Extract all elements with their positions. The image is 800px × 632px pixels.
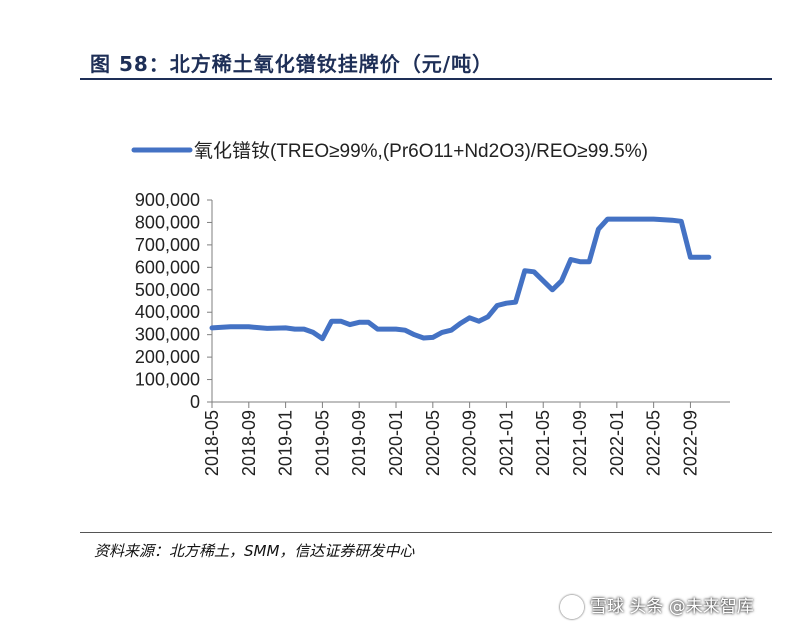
x-tick-label: 2018-09	[239, 410, 259, 476]
watermark: 雪球 头条 @未来智库	[560, 592, 754, 619]
x-tick-label: 2020-05	[423, 410, 443, 476]
legend-label: 氧化镨钕(TREO≥99%,(Pr6O11+Nd2O3)/REO≥99.5%)	[194, 140, 648, 162]
legend: 氧化镨钕(TREO≥99%,(Pr6O11+Nd2O3)/REO≥99.5%)	[131, 140, 648, 162]
watermark-text: 雪球 头条 @未来智库	[590, 597, 754, 617]
x-tick-label: 2019-01	[276, 410, 296, 476]
x-axis: 2018-05 2018-09 2019-01 2019-05 2019-09 2020-…	[202, 401, 730, 476]
y-tick-label: 300,000	[135, 325, 200, 345]
x-tick-label: 2020-09	[460, 410, 480, 476]
y-tick-label: 0	[190, 392, 200, 412]
x-tick-label: 2022-01	[607, 410, 627, 476]
y-tick-label: 900,000	[135, 190, 200, 210]
y-tick-label: 400,000	[135, 302, 200, 322]
x-tick-label: 2019-05	[312, 410, 332, 476]
y-tick-label: 200,000	[135, 347, 200, 367]
y-tick-label: 800,000	[135, 212, 200, 232]
title-bar: 图 58：北方稀土氧化镨钕挂牌价（元/吨）	[80, 44, 772, 80]
x-tick-label: 2021-09	[570, 410, 590, 476]
y-tick-label: 700,000	[135, 235, 200, 255]
x-tick-label: 2018-05	[202, 410, 222, 476]
series-line	[209, 216, 712, 342]
y-tick-label: 100,000	[135, 370, 200, 390]
x-tick-label: 2022-09	[680, 410, 700, 476]
bottom-rule	[80, 532, 772, 533]
x-tick-label: 2020-01	[386, 410, 406, 476]
x-tick-label: 2019-09	[349, 410, 369, 476]
plot-area	[209, 216, 712, 342]
snowball-logo-icon	[560, 595, 584, 619]
x-tick-label: 2021-01	[496, 410, 516, 476]
y-tick-label: 500,000	[135, 280, 200, 300]
y-tick-label: 600,000	[135, 257, 200, 277]
figure-title: 图 58：北方稀土氧化镨钕挂牌价（元/吨）	[90, 52, 494, 76]
x-tick-label: 2022-05	[644, 410, 664, 476]
source-note: 资料来源：北方稀土，SMM，信达证券研发中心	[94, 542, 415, 560]
x-tick-label: 2021-05	[533, 410, 553, 476]
